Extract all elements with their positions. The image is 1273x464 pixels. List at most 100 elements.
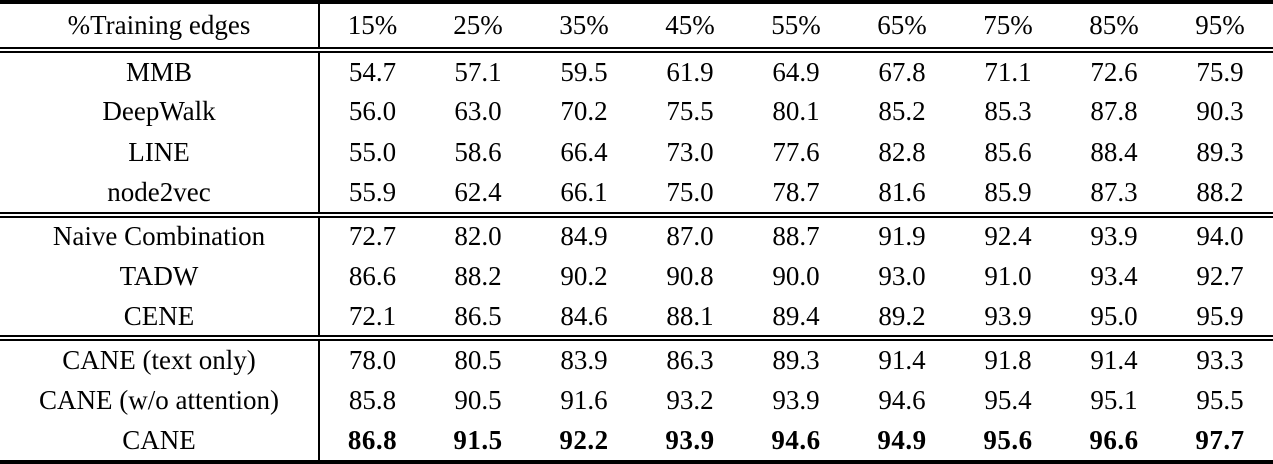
value-cell: 91.0 bbox=[984, 261, 1032, 292]
value-cell: 84.6 bbox=[560, 300, 608, 331]
value-cell: 95.9 bbox=[1196, 300, 1244, 331]
value-cell: 94.9 bbox=[877, 424, 927, 455]
group-cane-variants: CANE (text only) 78.0 80.5 83.9 86.3 89.3 91.4… bbox=[0, 338, 1273, 462]
value-cell: 55.0 bbox=[348, 137, 397, 168]
value-cell: 77.6 bbox=[772, 137, 820, 168]
header-col-85: 85% bbox=[1089, 10, 1139, 40]
value-cell: 96.6 bbox=[1089, 424, 1139, 455]
value-cell: 93.2 bbox=[666, 384, 714, 415]
value-cell: 78.7 bbox=[772, 177, 820, 208]
header-col-15: 15% bbox=[347, 10, 398, 40]
value-cell: 54.7 bbox=[348, 56, 397, 87]
table-row: CANE (text only) 78.0 80.5 83.9 86.3 89.3 91.4… bbox=[0, 338, 1273, 380]
row-label: MMB bbox=[0, 50, 320, 92]
value-cell: 89.3 bbox=[1196, 137, 1244, 168]
row-label: TADW bbox=[0, 255, 320, 298]
value-cell: 87.8 bbox=[1090, 96, 1138, 127]
value-cell: 95.1 bbox=[1090, 384, 1138, 415]
value-cell: 62.4 bbox=[454, 177, 502, 208]
value-cell: 95.6 bbox=[983, 424, 1033, 455]
header-col-35: 35% bbox=[559, 10, 609, 40]
header-col-95: 95% bbox=[1195, 10, 1245, 40]
value-cell: 94.0 bbox=[1196, 221, 1244, 252]
value-cell: 85.6 bbox=[984, 137, 1032, 168]
value-cell: 93.9 bbox=[665, 424, 715, 455]
value-cell: 92.4 bbox=[984, 221, 1032, 252]
group-structure-only-baselines: MMB 54.7 57.1 59.5 61.9 64.9 67.8 71.1 72.6 75.9 D… bbox=[0, 50, 1273, 215]
value-cell: 57.1 bbox=[454, 56, 502, 87]
value-cell: 64.9 bbox=[772, 56, 820, 87]
value-cell: 89.2 bbox=[878, 300, 926, 331]
row-label: CANE (text only) bbox=[0, 338, 320, 380]
group-text-aware-baselines: Naive Combination 72.7 82.0 84.9 87.0 88.7 91.… bbox=[0, 214, 1273, 339]
value-cell: 67.8 bbox=[878, 56, 926, 87]
table-header: %Training edges 15% 25% 35% 45% 55% 65% … bbox=[0, 2, 1273, 50]
table-row: TADW 86.6 88.2 90.2 90.8 90.0 93.0 91.0 93.4 92.7 bbox=[0, 255, 1273, 298]
value-cell: 86.3 bbox=[666, 344, 714, 375]
value-cell: 91.4 bbox=[1090, 344, 1138, 375]
value-cell: 88.1 bbox=[666, 300, 714, 331]
table-row: LINE 55.0 58.6 66.4 73.0 77.6 82.8 85.6 88.4 89.3 bbox=[0, 132, 1273, 174]
value-cell: 88.7 bbox=[772, 221, 820, 252]
row-label: Naive Combination bbox=[0, 214, 320, 256]
value-cell: 93.3 bbox=[1196, 344, 1244, 375]
value-cell: 95.4 bbox=[984, 384, 1032, 415]
value-cell: 90.3 bbox=[1196, 96, 1244, 127]
value-cell: 75.0 bbox=[666, 177, 714, 208]
row-label: CANE bbox=[0, 420, 320, 462]
value-cell: 91.8 bbox=[984, 344, 1032, 375]
value-cell: 85.3 bbox=[984, 96, 1032, 127]
row-label: DeepWalk bbox=[0, 91, 320, 133]
value-cell: 95.5 bbox=[1196, 384, 1244, 415]
value-cell: 91.5 bbox=[453, 424, 503, 455]
header-col-45: 45% bbox=[665, 10, 715, 40]
value-cell: 85.2 bbox=[878, 96, 926, 127]
value-cell: 66.4 bbox=[560, 137, 608, 168]
value-cell: 93.9 bbox=[984, 300, 1032, 331]
value-cell: 78.0 bbox=[348, 344, 397, 375]
value-cell: 90.5 bbox=[454, 384, 502, 415]
value-cell: 88.2 bbox=[454, 261, 502, 292]
value-cell: 82.0 bbox=[454, 221, 502, 252]
value-cell: 89.3 bbox=[772, 344, 820, 375]
value-cell: 85.9 bbox=[984, 177, 1032, 208]
row-label: CANE (w/o attention) bbox=[0, 379, 320, 421]
value-cell: 75.9 bbox=[1196, 56, 1244, 87]
table-row: DeepWalk 56.0 63.0 70.2 75.5 80.1 85.2 85.3 87.8… bbox=[0, 91, 1273, 133]
value-cell: 80.5 bbox=[454, 344, 502, 375]
value-cell: 88.4 bbox=[1090, 137, 1138, 168]
value-cell: 86.6 bbox=[348, 261, 397, 292]
table-row: CANE 86.8 91.5 92.2 93.9 94.6 94.9 95.6 96.6 97.7 bbox=[0, 420, 1273, 462]
value-cell: 95.0 bbox=[1090, 300, 1138, 331]
table-row: CANE (w/o attention) 85.8 90.5 91.6 93.2 93.9… bbox=[0, 379, 1273, 421]
value-cell: 55.9 bbox=[348, 177, 397, 208]
value-cell: 70.2 bbox=[560, 96, 608, 127]
row-label: LINE bbox=[0, 132, 320, 174]
value-cell: 87.0 bbox=[666, 221, 714, 252]
value-cell: 90.2 bbox=[560, 261, 608, 292]
row-label: CENE bbox=[0, 297, 320, 339]
header-col-55: 55% bbox=[771, 10, 821, 40]
value-cell: 88.2 bbox=[1196, 177, 1244, 208]
value-cell: 90.0 bbox=[772, 261, 820, 292]
value-cell: 90.8 bbox=[666, 261, 714, 292]
value-cell: 75.5 bbox=[666, 96, 714, 127]
value-cell: 86.8 bbox=[347, 424, 398, 455]
table-row: MMB 54.7 57.1 59.5 61.9 64.9 67.8 71.1 72.6 75.9 bbox=[0, 50, 1273, 92]
table-row: CENE 72.1 86.5 84.6 88.1 89.4 89.2 93.9 95.0 95.9 bbox=[0, 297, 1273, 339]
value-cell: 72.7 bbox=[348, 221, 397, 252]
value-cell: 91.4 bbox=[878, 344, 926, 375]
header-col-25: 25% bbox=[453, 10, 503, 40]
value-cell: 56.0 bbox=[348, 96, 397, 127]
value-cell: 92.2 bbox=[559, 424, 609, 455]
value-cell: 82.8 bbox=[878, 137, 926, 168]
header-training-edges-label: %Training edges bbox=[0, 2, 320, 50]
value-cell: 94.6 bbox=[771, 424, 821, 455]
value-cell: 92.7 bbox=[1196, 261, 1244, 292]
value-cell: 93.9 bbox=[772, 384, 820, 415]
row-label: node2vec bbox=[0, 173, 320, 215]
value-cell: 72.6 bbox=[1090, 56, 1138, 87]
value-cell: 72.1 bbox=[348, 300, 397, 331]
value-cell: 93.4 bbox=[1090, 261, 1138, 292]
